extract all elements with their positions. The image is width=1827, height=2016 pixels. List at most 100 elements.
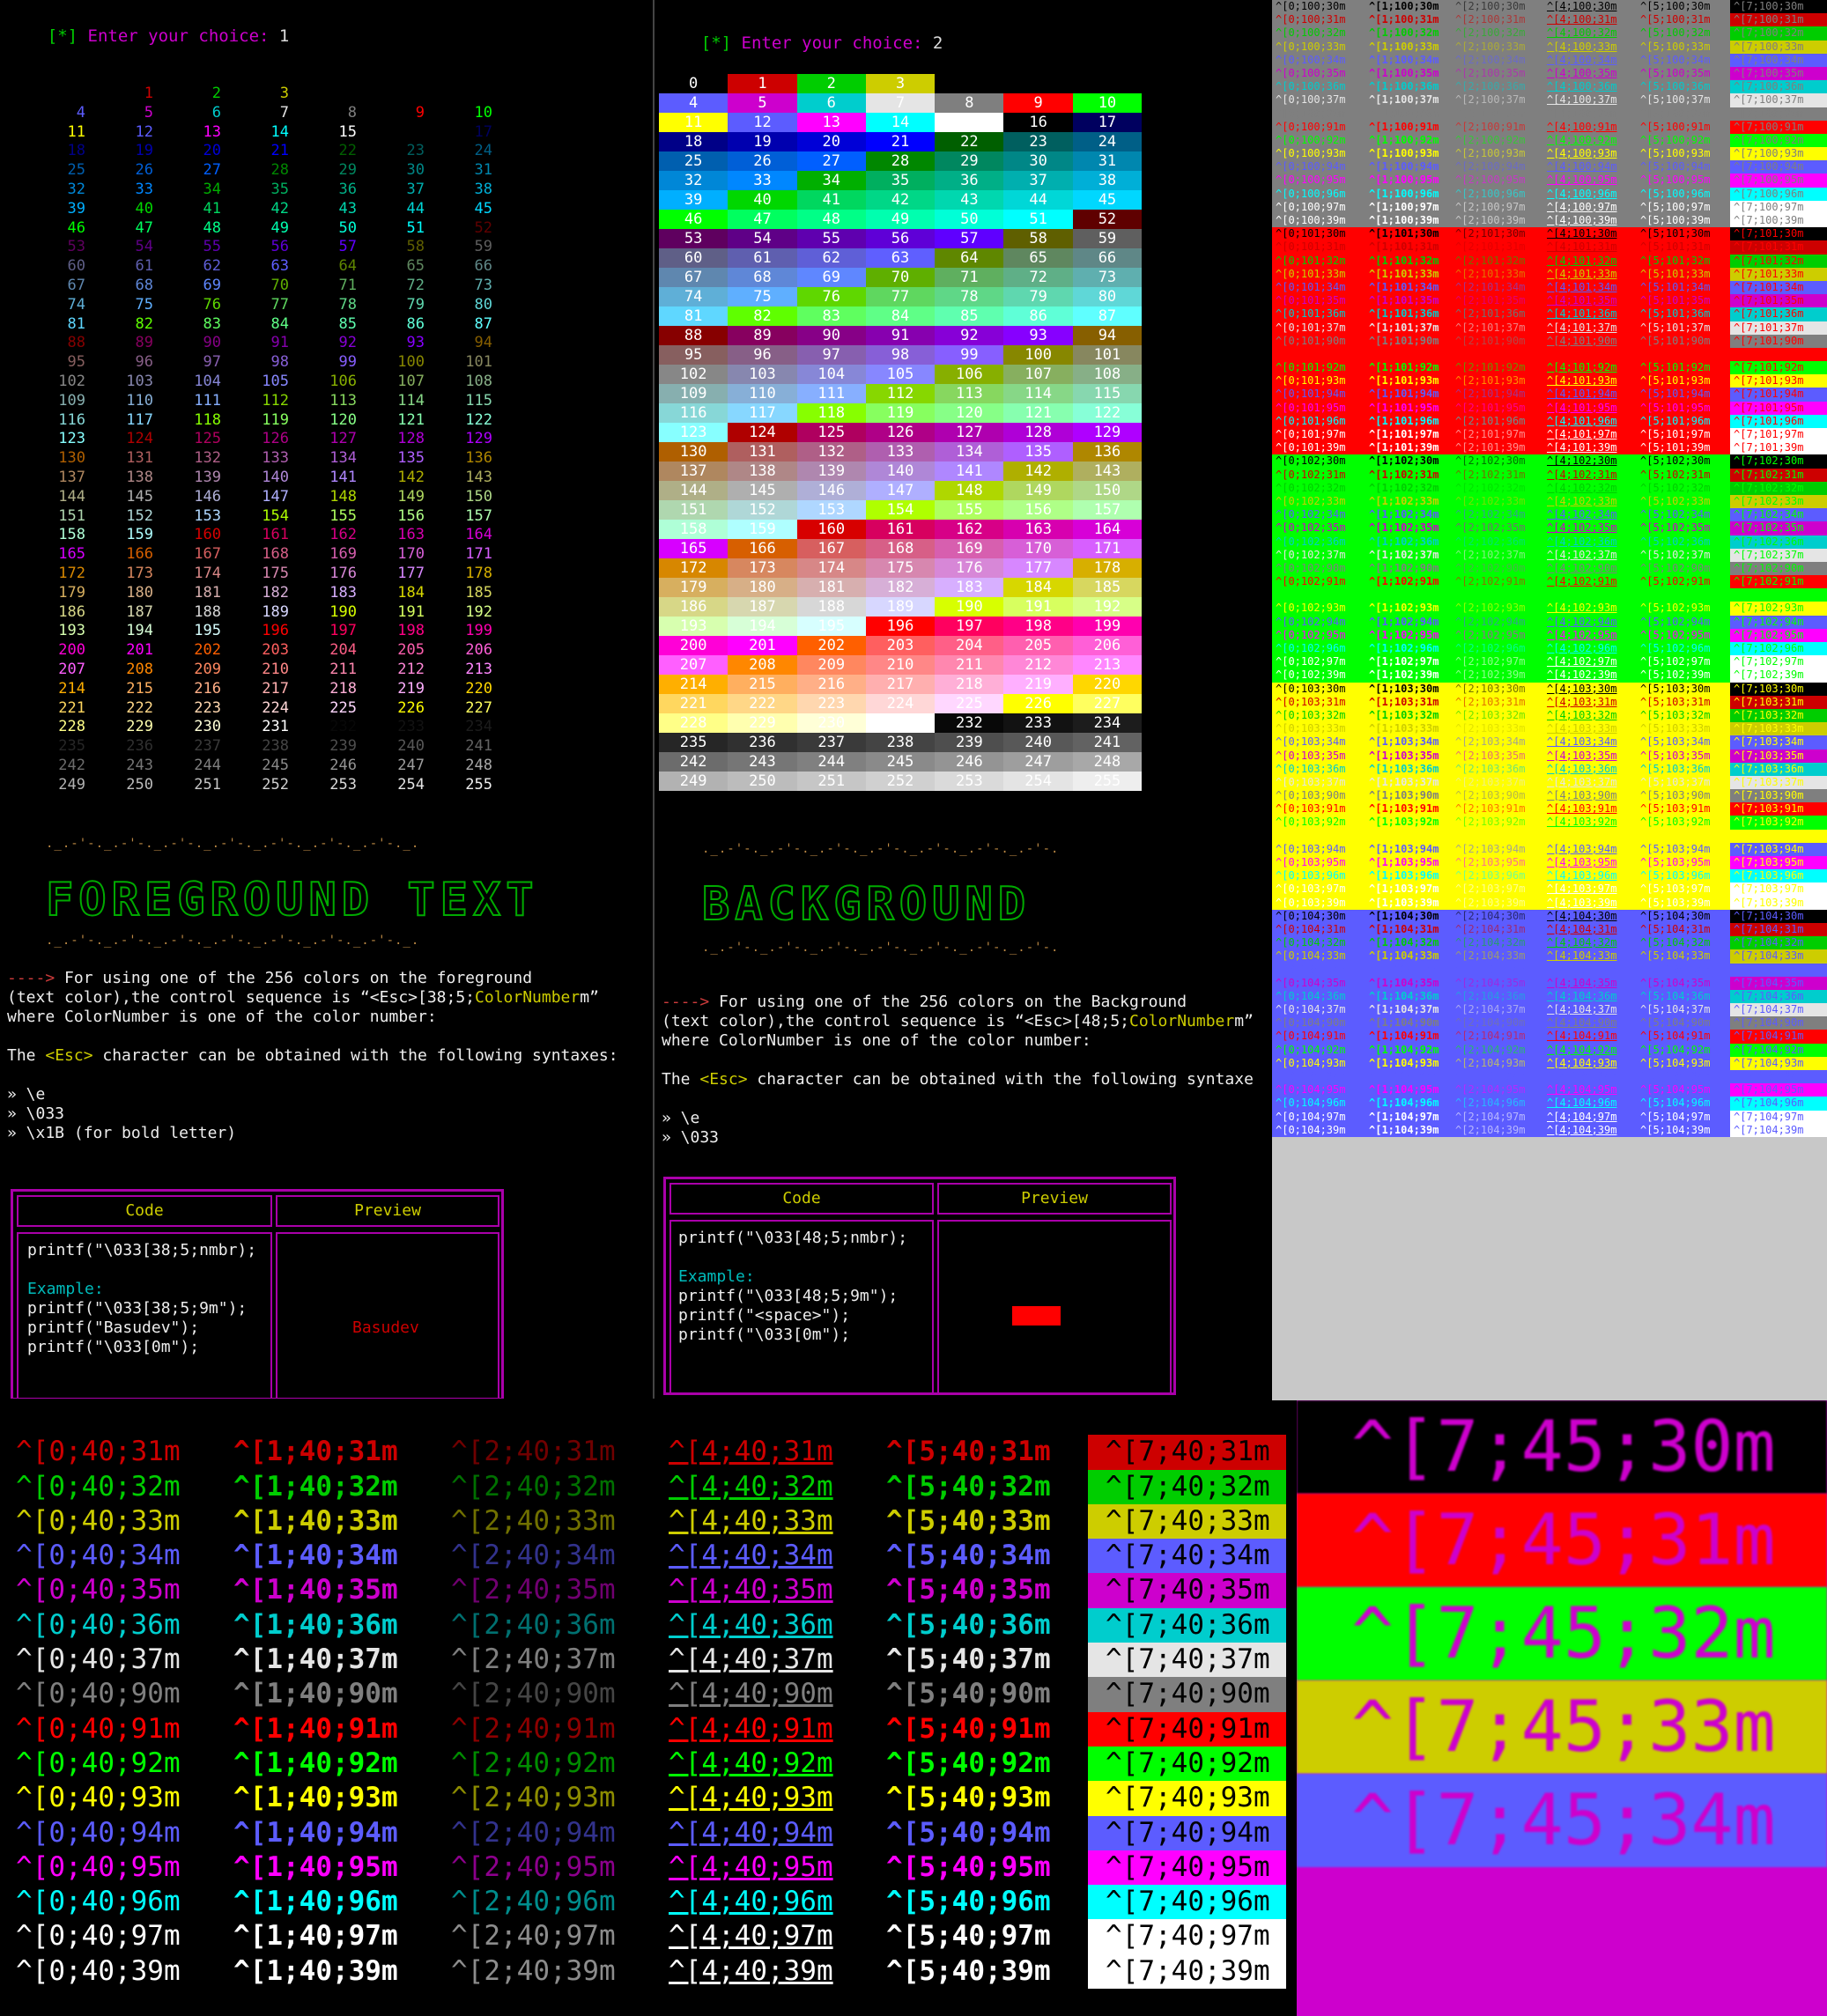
- fg-color-number: 52: [474, 218, 492, 237]
- sgr-sample: ^[4;102;37m: [1547, 548, 1617, 561]
- syntax-item: » \e: [7, 1085, 46, 1104]
- bg-color-cell: 248: [1072, 752, 1143, 772]
- bg-color-cell: 73: [1072, 268, 1143, 287]
- fg-color-number: 116: [58, 410, 85, 429]
- prompt-marker: [*]: [700, 33, 732, 53]
- bg-color-cell: 8: [935, 93, 1004, 113]
- fg-color-number: 54: [135, 238, 153, 256]
- foreground-title-art: FOREGROUND TEXT: [45, 873, 539, 927]
- fg-color-number: 236: [126, 737, 153, 756]
- bg-color-cell: 172: [659, 558, 729, 578]
- sgr-sample: ^[5;100;32m: [1640, 26, 1711, 40]
- sgr-sample-large: ^[5;40;30m: [886, 1401, 1051, 1433]
- bg-color-cell: 190: [935, 597, 1004, 617]
- sgr-sample: ^[4;103;91m: [1547, 802, 1617, 816]
- fg-color-number: 225: [329, 698, 357, 717]
- bg-color-cell: 165: [659, 539, 729, 558]
- bg-color-cell: 201: [728, 636, 797, 655]
- bg-color-cell: 252: [865, 772, 936, 791]
- sgr-sample: ^[5;100;91m: [1640, 120, 1711, 133]
- sgr-sample: ^[0;100;32m: [1276, 26, 1346, 40]
- background-title-art: BACKGROUND: [701, 877, 1032, 932]
- sgr-sample: ^[1;102;35m: [1369, 521, 1439, 535]
- sgr-sample: ^[7;104;35m: [1730, 976, 1827, 990]
- sgr-sample: ^[2;104;37m: [1455, 1003, 1526, 1016]
- sgr-sample: ^[0;104;90m: [1276, 1016, 1346, 1030]
- fg-color-number: 78: [338, 295, 357, 314]
- sgr-sample: ^[2;101;91m: [1455, 347, 1526, 360]
- sgr-sample: ^[7;100;33m: [1730, 40, 1827, 54]
- bg-color-cell: 123: [659, 423, 729, 442]
- sgr-sample: ^[0;103;36m: [1276, 762, 1346, 775]
- sgr-sample: ^[4;102;36m: [1547, 535, 1617, 548]
- sgr-sample: ^[7;100;37m: [1730, 93, 1827, 107]
- bg-color-cell: 116: [659, 403, 729, 423]
- sgr-sample: ^[0;104;96m: [1276, 1097, 1346, 1110]
- sgr-sample-large: ^[2;40;95m: [451, 1850, 616, 1883]
- bg-color-cell: 231: [865, 713, 936, 733]
- bg-color-cell: 69: [796, 268, 866, 287]
- sgr-sample: ^[5;102;36m: [1640, 535, 1711, 548]
- sgr-sample: ^[7;101;94m: [1730, 388, 1827, 402]
- fg-color-number: 66: [474, 257, 492, 276]
- bg-color-cell: 90: [796, 326, 866, 345]
- fg-color-number: 25: [67, 161, 85, 180]
- bg-color-cell: 104: [796, 365, 866, 384]
- fg-color-number: 208: [126, 660, 153, 678]
- sgr-sample: ^[2;104;36m: [1455, 989, 1526, 1002]
- fg-color-number: [289, 85, 357, 104]
- fg-color-number: 39: [67, 199, 85, 218]
- fg-color-number: 22: [338, 142, 357, 160]
- fg-color-number: 38: [474, 180, 492, 198]
- fg-color-number: 43: [338, 199, 357, 218]
- sgr-sample-large: ^[4;40;31m: [669, 1436, 833, 1468]
- sgr-sample: ^[2;104;96m: [1455, 1097, 1526, 1110]
- sgr-sample-large: ^[1;40;35m: [233, 1574, 398, 1606]
- sgr-sample: ^[2;102;96m: [1455, 642, 1526, 654]
- sgr-sample: ^[2;101;36m: [1455, 307, 1526, 321]
- fg-color-number: 69: [203, 276, 221, 294]
- sgr-sample: ^[7;100;95m: [1730, 174, 1827, 188]
- fg-color-number: 164: [465, 526, 492, 544]
- sgr-sample-large: ^[5;40;95m: [886, 1850, 1051, 1883]
- fg-color-number: 96: [135, 353, 153, 372]
- bg-color-cell: 106: [935, 365, 1004, 384]
- sgr-sample: ^[2;102;35m: [1455, 521, 1526, 535]
- fg-color-number: 219: [397, 679, 425, 698]
- sgr-sample: ^[2;101;97m: [1455, 428, 1526, 440]
- sgr-sample: ^[7;100;93m: [1730, 147, 1827, 161]
- sgr-sample-large: ^[4;40;33m: [669, 1504, 833, 1537]
- code-column-header: Code: [17, 1195, 272, 1227]
- sgr-sample: ^[7;103;30m: [1730, 682, 1827, 696]
- sgr-sample-large: ^[2;40;33m: [451, 1504, 616, 1537]
- description-arrow: ---->: [662, 993, 710, 1011]
- sgr-sample: ^[1;101;39m: [1369, 441, 1439, 454]
- fg-color-number: 189: [262, 602, 289, 621]
- bg-color-cell: 149: [1003, 481, 1073, 500]
- fg-color-number: 174: [194, 564, 221, 582]
- bg-color-cell: 72: [1003, 268, 1073, 287]
- bg-color-cell: 235: [659, 733, 729, 752]
- bg-color-cell: 103: [728, 365, 797, 384]
- fg-color-number: 8: [347, 103, 357, 122]
- bg-color-cell: 214: [659, 675, 729, 694]
- sgr-sample: ^[7;100;94m: [1730, 160, 1827, 174]
- fg-color-number: 175: [262, 564, 289, 582]
- sgr-sample: ^[5;101;36m: [1640, 307, 1711, 321]
- sgr-sample: ^[5;100;36m: [1640, 80, 1711, 93]
- fg-color-number: 249: [58, 775, 85, 794]
- fg-color-number: 223: [194, 698, 221, 717]
- background-description: ----> For using one of the 256 colors on…: [662, 993, 1254, 1148]
- sgr-sample: ^[5;100;37m: [1640, 93, 1711, 107]
- fg-color-number: 227: [465, 698, 492, 717]
- fg-color-number: 19: [135, 142, 153, 160]
- fg-color-number: 10: [474, 103, 492, 122]
- sgr-sample: ^[4;102;93m: [1547, 602, 1617, 615]
- bg-color-cell: 202: [796, 636, 866, 655]
- sgr-sample-large: ^[7;40;97m: [1088, 1919, 1286, 1954]
- sgr-sample: ^[0;101;33m: [1276, 267, 1346, 280]
- bg-color-cell: 102: [659, 365, 729, 384]
- bg-color-cell: 63: [865, 248, 936, 268]
- fg-color-number: 84: [270, 314, 289, 333]
- sgr-sample-large: ^[0;40;94m: [16, 1816, 181, 1849]
